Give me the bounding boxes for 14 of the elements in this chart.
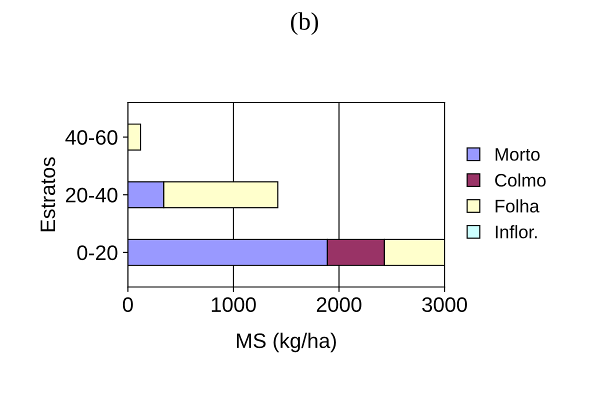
y-axis-title: Estratos xyxy=(40,157,56,232)
x-tick-label: 2000 xyxy=(316,297,362,312)
legend-label: Colmo xyxy=(495,173,546,187)
y-tick-label: 20-40 xyxy=(66,188,118,203)
legend-label: Folha xyxy=(496,199,540,213)
x-tick-label: 3000 xyxy=(422,297,467,312)
chart-title: (b) xyxy=(291,12,318,35)
legend-label: Morto xyxy=(496,148,540,161)
x-tick-label: 1000 xyxy=(212,297,256,312)
legend-label: Inflor. xyxy=(496,225,537,238)
y-tick-label: 0-20 xyxy=(77,245,118,260)
x-tick-label: 0 xyxy=(122,297,133,312)
y-tick-label: 40-60 xyxy=(65,130,118,145)
x-axis-title: MS (kg/ha) xyxy=(237,332,336,352)
